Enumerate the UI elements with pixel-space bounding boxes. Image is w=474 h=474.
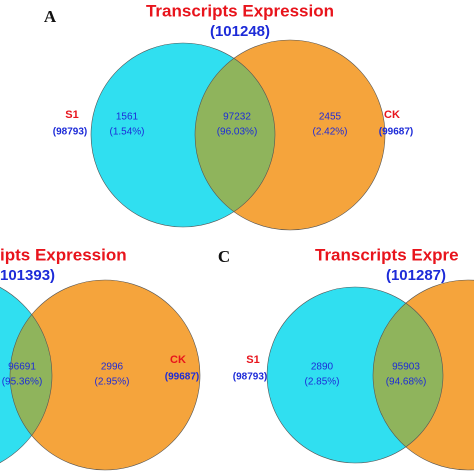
panel-c: C Transcripts Expre (101287) S1 (98793) … — [218, 245, 474, 471]
panel-letter: A — [44, 7, 57, 26]
venn-overlap — [373, 287, 443, 463]
region-percent: (94.68%) — [386, 377, 427, 388]
set-name: S1 — [246, 354, 259, 366]
set-count: (99687) — [165, 372, 199, 383]
panel-a: A Transcripts Expression (101248) S1 (98… — [44, 1, 413, 231]
set-count: (99687) — [379, 127, 413, 138]
region-count: 95903 — [392, 362, 420, 373]
region-percent: (2.42%) — [312, 127, 347, 138]
region-count: 1561 — [116, 112, 139, 123]
set-name: CK — [384, 109, 400, 121]
panel-title: ipts Expression — [0, 245, 127, 264]
region-percent: (96.03%) — [217, 127, 258, 138]
panel-total: (101287) — [386, 267, 446, 284]
region-percent: (2.85%) — [304, 377, 339, 388]
set-name: S1 — [65, 109, 78, 121]
region-percent: (1.54%) — [109, 127, 144, 138]
panel-letter: C — [218, 247, 230, 266]
set-count: (98793) — [53, 127, 87, 138]
region-percent: (2.95%) — [94, 377, 129, 388]
venn-overlap — [195, 43, 275, 227]
region-count: 2455 — [319, 112, 342, 123]
region-percent: (95.36%) — [2, 377, 43, 388]
panel-title: Transcripts Expression — [146, 1, 334, 20]
region-count: 97232 — [223, 112, 251, 123]
panel-total: (101248) — [210, 23, 270, 40]
venn-circle — [10, 280, 200, 470]
panel-title: Transcripts Expre — [315, 245, 459, 264]
region-count: 2890 — [311, 362, 334, 373]
panel-total: 101393) — [0, 267, 55, 284]
set-name: CK — [170, 354, 186, 366]
set-count: (98793) — [233, 372, 267, 383]
region-count: 96691 — [8, 362, 36, 373]
region-count: 2996 — [101, 362, 124, 373]
panel-b: ipts Expression 101393) CK (99687) 96691… — [0, 245, 201, 471]
